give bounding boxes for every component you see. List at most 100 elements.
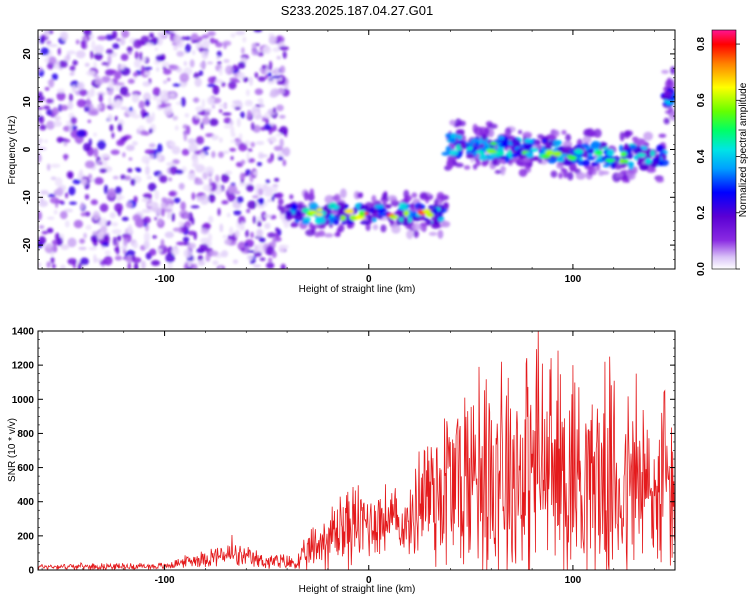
heatmap-cell <box>616 172 624 178</box>
heatmap-cell <box>276 104 284 112</box>
heatmap-cell <box>116 197 122 202</box>
heatmap-cell <box>372 224 379 231</box>
heatmap-cell <box>271 75 281 79</box>
heatmap-cell <box>199 61 207 69</box>
heatmap-cell <box>195 115 200 119</box>
heatmap-cell <box>277 156 284 161</box>
heatmap-cell <box>246 208 251 214</box>
snr-y-ticks: 0 200 400 600 800 1000 1200 1400 <box>12 327 675 577</box>
heatmap-cell <box>602 163 610 168</box>
heatmap-cell <box>154 47 158 52</box>
snr-panel: 0 200 400 600 800 1000 1200 1400 -100 0 100 Heigh… <box>7 327 676 595</box>
heatmap-cell <box>264 222 271 230</box>
heatmap-cell <box>46 163 51 171</box>
heatmap-cell <box>245 89 250 97</box>
heatmap-cell <box>172 227 182 232</box>
heatmap-cell <box>97 35 107 41</box>
heatmap-cell <box>474 126 483 137</box>
heatmap-cell <box>154 217 158 221</box>
heatmap-cell <box>90 199 98 206</box>
heatmap-cell <box>114 255 123 261</box>
heatmap-cell <box>208 193 216 203</box>
heatmap-cell <box>252 215 257 224</box>
heatmap-cell <box>276 80 286 85</box>
heatmap-cell <box>147 182 157 192</box>
heatmap-cell <box>103 184 109 195</box>
heatmap-cell <box>145 115 153 124</box>
heatmap-cell <box>77 262 82 269</box>
heatmap-cell <box>266 262 275 269</box>
heatmap-cell <box>116 99 123 108</box>
heatmap-cell <box>497 135 505 141</box>
heatmap-cell <box>198 70 204 77</box>
heatmap-cell <box>148 248 157 256</box>
heatmap-cell <box>204 113 209 118</box>
heatmap-cell <box>316 207 323 212</box>
heatmap-cell <box>53 209 58 215</box>
colorbar-ticks: 0.0 0.2 0.4 0.6 0.8 <box>696 37 740 276</box>
heatmap-cell <box>238 143 248 152</box>
heatmap-cell <box>441 151 452 156</box>
heatmap-cell <box>126 249 136 256</box>
heatmap-cell <box>175 169 184 175</box>
heatmap-cell <box>85 98 91 108</box>
heatmap-cell <box>131 93 140 103</box>
heatmap-cell <box>294 209 302 217</box>
heatmap-cell <box>276 55 282 60</box>
heatmap-cell <box>47 193 56 198</box>
heatmap-cell <box>623 159 629 164</box>
heatmap-cell <box>498 143 508 148</box>
heatmap-cell <box>152 95 158 101</box>
heatmap-cell <box>221 81 226 87</box>
heatmap-cell <box>637 153 646 158</box>
heatmap-cell <box>523 142 533 150</box>
heatmap-cell <box>634 138 645 144</box>
heatmap-cell <box>195 164 206 173</box>
heatmap-cell <box>187 260 192 268</box>
heatmap-cell <box>255 186 259 197</box>
heatmap-cell <box>237 72 245 80</box>
heatmap-cell <box>142 81 151 87</box>
heatmap-cell <box>267 232 276 238</box>
heatmap-cell <box>221 250 229 258</box>
heatmap-cell <box>610 162 616 170</box>
heatmap-cell <box>460 141 466 149</box>
heatmap-cell <box>374 204 385 209</box>
heatmap-cell <box>93 132 98 137</box>
heatmap-cell <box>236 117 241 128</box>
heatmap-cell <box>279 125 288 135</box>
heatmap-cell <box>487 123 498 129</box>
heatmap-cell <box>627 161 635 167</box>
heatmap-cell <box>87 119 92 124</box>
heatmap-cell <box>79 238 86 244</box>
heatmap-cell <box>171 212 175 222</box>
heatmap-cell <box>523 138 534 144</box>
heatmap-cell <box>324 233 334 238</box>
heatmap-cell <box>256 229 263 237</box>
heatmap-cell <box>500 165 506 176</box>
heatmap-cell <box>71 84 77 93</box>
heatmap-cell <box>38 200 49 207</box>
heatmap-cell <box>63 208 74 213</box>
heatmap-cell <box>69 201 77 205</box>
heatmap-cell <box>207 76 216 84</box>
heatmap-cell <box>152 235 157 239</box>
colorbar-tick-label: 0.4 <box>696 149 707 163</box>
heatmap-cell <box>64 192 69 199</box>
heatmap-cell <box>97 103 102 109</box>
heatmap-cell <box>511 153 518 158</box>
heatmap-cell <box>121 136 129 141</box>
heatmap-cell <box>595 159 606 163</box>
heatmap-cell <box>199 243 209 252</box>
heatmap-cell <box>232 259 239 264</box>
heatmap-cell <box>283 220 290 229</box>
heatmap-cell <box>658 133 667 138</box>
heatmap-cell <box>105 48 114 55</box>
heatmap-cell <box>263 214 273 218</box>
heatmap-cell <box>173 45 179 51</box>
heatmap-cell <box>344 209 354 214</box>
heatmap-cell <box>45 98 54 104</box>
heatmap-cell <box>75 39 80 45</box>
heatmap-cell <box>121 216 129 222</box>
heatmap-cell <box>168 92 176 99</box>
